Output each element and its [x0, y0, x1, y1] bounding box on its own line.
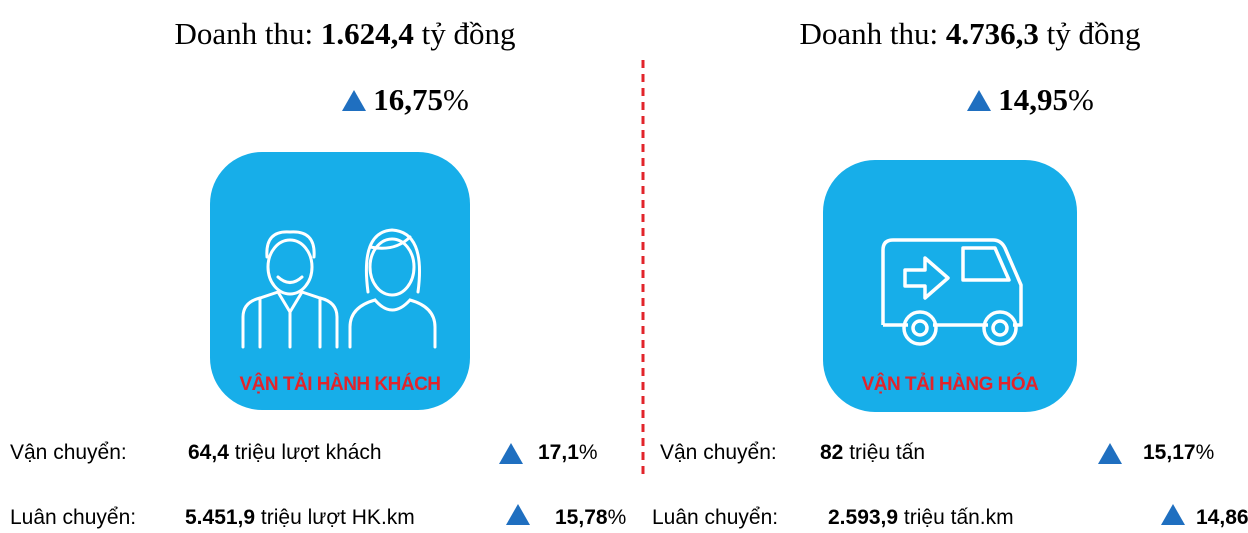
row-label: Luân chuyển: [10, 506, 137, 529]
row: Vận chuyển: 64,4 triệu lượt khách [10, 441, 382, 465]
row-value: 2.593,9 [828, 506, 899, 529]
change-unit: % [578, 441, 598, 464]
change-unit: % [1067, 82, 1094, 117]
row-unit: triệu tấn.km [903, 506, 1014, 529]
change-value: 17,1 [538, 441, 579, 464]
row-unit: triệu tấn [849, 441, 926, 464]
divider [641, 60, 645, 475]
icon-label: VẬN TẢI HÀNH KHÁCH [239, 374, 441, 395]
up-arrow [342, 90, 367, 111]
people-icon [241, 228, 437, 349]
change-value: 14,86 [1196, 506, 1248, 529]
row-value: 64,4 [188, 441, 229, 464]
up-arrow [506, 504, 530, 525]
revenue-unit: tỷ đồng [421, 16, 516, 51]
change-value: 16,75 [373, 82, 443, 117]
row-change: 17,1% [498, 441, 598, 465]
revenue: Doanh thu: 1.624,4 tỷ đồng [0, 16, 690, 52]
change-value: 15,17 [1143, 441, 1196, 464]
icon-tile: VẬN TẢI HÀNH KHÁCH [210, 152, 470, 410]
row-value: 82 [820, 441, 844, 464]
revenue-label: Doanh thu: [799, 16, 939, 51]
up-arrow [1098, 443, 1122, 464]
row-unit: triệu lượt HK.km [260, 506, 415, 529]
revenue-label: Doanh thu: [174, 16, 314, 51]
icon-tile: VẬN TẢI HÀNG HÓA [823, 160, 1077, 412]
row-value: 5.451,9 [185, 506, 256, 529]
truck-icon [881, 238, 1023, 346]
row: Luân chuyển: 5.451,9 triệu lượt HK.km [10, 506, 415, 530]
revenue: Doanh thu: 4.736,3 tỷ đồng [660, 16, 1248, 52]
change-unit: % [442, 82, 469, 117]
revenue-value: 1.624,4 [320, 16, 414, 51]
change-unit: % [1195, 441, 1215, 464]
change: 16,75% [290, 82, 520, 118]
row-label: Vận chuyển: [660, 441, 777, 464]
up-arrow [1161, 504, 1185, 525]
icon-label: VẬN TẢI HÀNG HÓA [861, 374, 1039, 395]
change-unit: % [607, 506, 627, 529]
row-unit: triệu lượt khách [234, 441, 382, 464]
up-arrow [499, 443, 523, 464]
revenue-value: 4.736,3 [945, 16, 1039, 51]
change-value: 14,95 [998, 82, 1068, 117]
row-label: Vận chuyển: [10, 441, 127, 464]
row-change: 15,17% [1097, 441, 1214, 465]
up-arrow [967, 90, 992, 111]
row: Luân chuyển: 2.593,9 triệu tấn.km [652, 506, 1014, 530]
change-value: 15,78 [555, 506, 608, 529]
row: Vận chuyển: 82 triệu tấn [660, 441, 925, 465]
revenue-unit: tỷ đồng [1046, 16, 1141, 51]
row-change: 14,86% [1160, 504, 1248, 530]
row-label: Luân chuyển: [652, 506, 779, 529]
change: 14,95% [915, 82, 1145, 118]
row-change: 15,78% [505, 504, 627, 530]
